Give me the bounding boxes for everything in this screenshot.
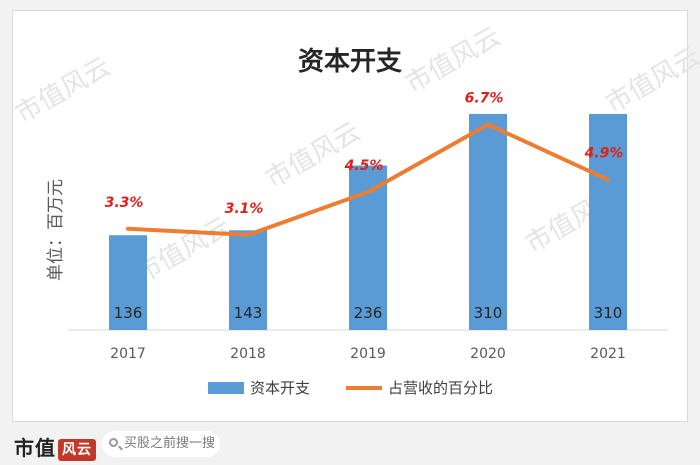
series-line	[126, 122, 610, 237]
chart-title: 资本开支	[297, 47, 402, 77]
pct-data-label: 6.7%	[465, 91, 504, 107]
legend-swatch-bar	[208, 382, 244, 394]
x-tick-label: 2021	[590, 346, 626, 362]
x-tick-label: 2020	[470, 346, 506, 362]
bar	[229, 230, 267, 330]
x-tick-label: 2019	[350, 346, 386, 362]
legend-label-bar: 资本开支	[250, 379, 310, 397]
bar-value-label: 236	[354, 304, 383, 322]
x-tick-label: 2017	[110, 346, 146, 362]
bar	[469, 113, 507, 330]
search-box[interactable]: 买股之前搜一搜	[102, 431, 220, 457]
bar	[109, 235, 147, 330]
search-icon	[109, 438, 118, 447]
pct-data-label: 4.5%	[344, 158, 384, 174]
bar-value-label: 310	[474, 304, 503, 322]
search-placeholder: 买股之前搜一搜	[124, 436, 216, 451]
footer-bar: 市值 风云 买股之前搜一搜	[0, 424, 700, 465]
logo-text: 市值	[14, 436, 56, 460]
pct-data-label: 4.9%	[584, 146, 624, 162]
x-tick-label: 2018	[230, 346, 266, 362]
bar-value-label: 310	[594, 304, 623, 322]
brand-logo: 市值 风云	[14, 432, 96, 461]
bar-value-label: 143	[234, 304, 263, 322]
legend-label-line: 占营收的百分比	[388, 379, 493, 397]
bar-value-label: 136	[114, 304, 143, 322]
pct-data-label: 3.1%	[225, 201, 264, 217]
logo-mark: 风云	[58, 438, 96, 461]
bar	[589, 113, 627, 330]
pct-data-label: 3.3%	[105, 195, 144, 211]
